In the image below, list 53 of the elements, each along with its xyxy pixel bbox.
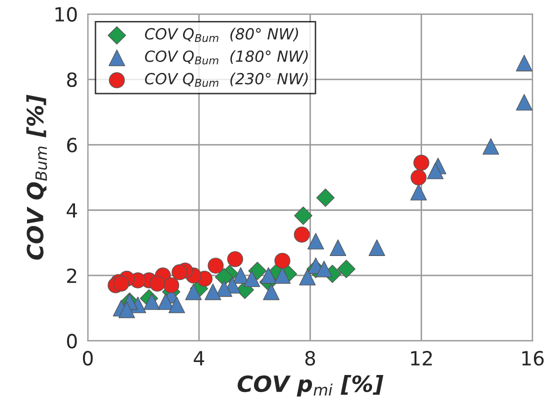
legend-label: COV Q$_{Bum}$ (230° NW)	[145, 72, 308, 87]
point	[163, 277, 180, 294]
point	[274, 267, 291, 284]
point	[316, 260, 332, 278]
point	[413, 154, 430, 171]
legend-label: COV Q$_{Bum}$ (80° NW)	[145, 28, 298, 42]
point	[244, 270, 260, 288]
point	[294, 206, 312, 225]
point	[299, 268, 316, 286]
x-tick-label: 12	[411, 350, 432, 366]
point	[410, 169, 427, 186]
point	[274, 252, 290, 269]
point	[263, 284, 280, 300]
point	[149, 276, 166, 292]
point	[118, 302, 136, 318]
point	[227, 251, 244, 268]
point	[214, 268, 234, 286]
y-tick-label: 4	[66, 203, 78, 218]
y-axis-title: COV Q$_{Bum}$ [%]	[26, 94, 48, 260]
x-tick-label: 16	[522, 350, 544, 366]
point	[410, 184, 427, 200]
x-tick-label: 8	[305, 350, 316, 366]
point	[330, 239, 346, 256]
point	[113, 276, 130, 292]
point	[143, 293, 160, 310]
point	[216, 280, 232, 297]
point	[516, 94, 532, 111]
point	[426, 162, 444, 180]
point	[185, 284, 202, 300]
point	[294, 226, 310, 243]
point	[248, 262, 267, 280]
point	[516, 54, 532, 72]
y-tick-label: 10	[56, 6, 77, 22]
y-tick-label: 6	[67, 138, 77, 152]
x-axis-title: COV p$_{mi}$ [%]	[238, 374, 384, 396]
point	[316, 188, 335, 207]
point	[204, 284, 222, 300]
y-tick-label: 0	[67, 334, 77, 349]
point	[368, 239, 386, 256]
point	[307, 232, 324, 250]
y-tick-label: 2	[67, 268, 76, 283]
point	[208, 258, 224, 274]
x-tick-label: 4	[194, 351, 204, 366]
point	[482, 138, 500, 155]
point	[157, 293, 174, 310]
legend-label: COV Q$_{Bum}$ (180° NW)	[145, 50, 308, 64]
point	[260, 267, 277, 284]
y-tick-label: 8	[67, 72, 77, 88]
point	[172, 264, 188, 280]
x-tick-label: 0	[82, 350, 93, 366]
point	[337, 260, 356, 278]
point	[168, 296, 186, 314]
point	[232, 267, 249, 284]
